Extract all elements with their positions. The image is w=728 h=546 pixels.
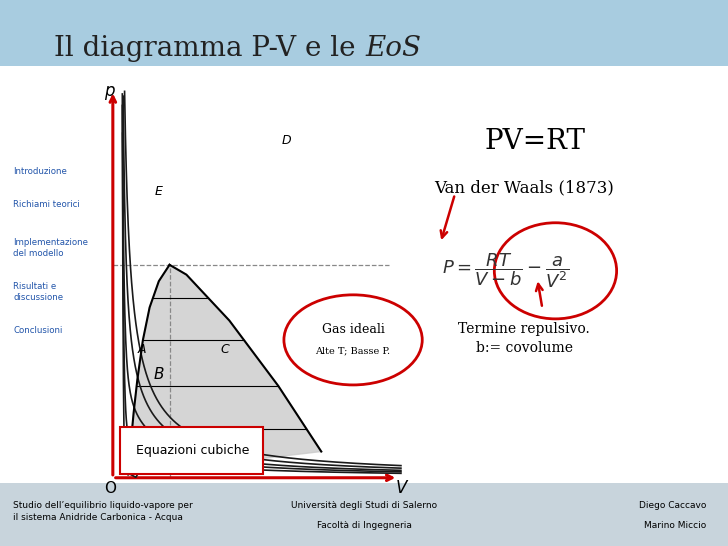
Text: C: C [220,343,229,356]
Text: A: A [138,343,146,356]
Text: EoS: EoS [365,34,422,62]
Text: Facoltà di Ingegneria: Facoltà di Ingegneria [317,521,411,530]
Text: E: E [154,185,162,198]
Text: D: D [282,134,291,146]
Text: O: O [104,482,116,496]
Text: Richiami teorici: Richiami teorici [13,200,80,209]
FancyBboxPatch shape [120,426,263,474]
Text: Conclusioni: Conclusioni [13,326,63,335]
Text: Alte T; Basse P.: Alte T; Basse P. [315,346,391,355]
Text: V: V [395,479,407,497]
Text: Diego Caccavo: Diego Caccavo [638,501,706,509]
Text: Il diagramma P-V e le: Il diagramma P-V e le [54,34,364,62]
Text: $P = \dfrac{RT}{V-b} - \dfrac{a}{V^2}$: $P = \dfrac{RT}{V-b} - \dfrac{a}{V^2}$ [442,252,569,290]
Text: Van der Waals (1873): Van der Waals (1873) [434,180,614,197]
Text: PV=RT: PV=RT [485,128,585,156]
Text: Risultati e
discussione: Risultati e discussione [13,282,63,302]
Text: p: p [104,81,114,99]
Text: Università degli Studi di Salerno: Università degli Studi di Salerno [291,501,437,509]
Text: Implementazione
del modello: Implementazione del modello [13,239,88,258]
Text: Studio dell’equilibrio liquido-vapore per
il sistema Anidride Carbonica - Acqua: Studio dell’equilibrio liquido-vapore pe… [13,501,193,522]
Text: Marino Miccio: Marino Miccio [644,521,706,530]
Text: Termine repulsivo.
b:= covolume: Termine repulsivo. b:= covolume [459,322,590,355]
Text: B: B [154,367,164,382]
Text: Gas ideali: Gas ideali [322,323,384,336]
Text: Equazioni cubiche: Equazioni cubiche [136,444,250,457]
Polygon shape [128,265,321,474]
Text: Introduzione: Introduzione [13,168,67,176]
